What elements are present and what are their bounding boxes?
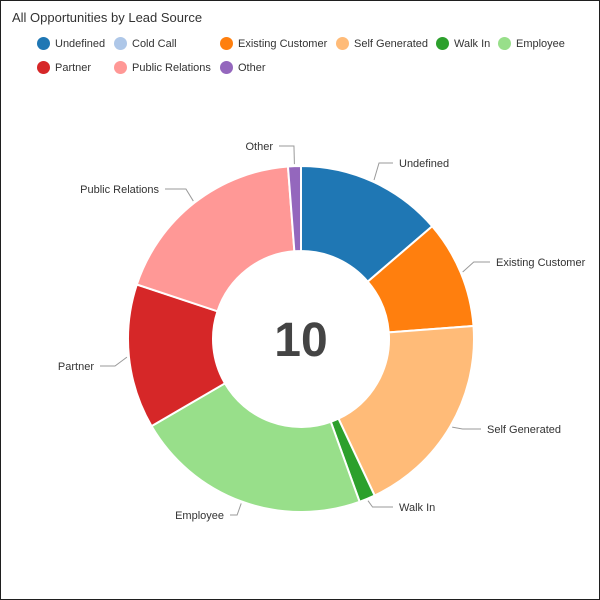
leader-line-partner — [100, 356, 128, 367]
slice-label-other: Other — [245, 141, 273, 153]
legend-swatch — [220, 37, 233, 50]
slice-label-existing-customer: Existing Customer — [496, 257, 586, 269]
legend-label: Employee — [516, 37, 565, 50]
slice-label-public-relations: Public Relations — [80, 184, 159, 196]
legend-label: Undefined — [55, 37, 106, 50]
legend-item-employee[interactable]: Employee — [498, 37, 565, 50]
leader-line-existing-customer — [462, 261, 490, 273]
legend-swatch — [37, 37, 50, 50]
legend: Undefined Cold Call Existing Customer Self … — [1, 1, 600, 91]
legend-label: Other — [238, 61, 266, 74]
legend-item-partner[interactable]: Partner — [37, 61, 91, 74]
leader-line-self-generated — [452, 426, 481, 430]
leader-line-walk-in — [367, 500, 393, 508]
slice-employee[interactable] — [150, 381, 361, 513]
legend-item-existing-customer[interactable]: Existing Customer — [220, 37, 327, 50]
legend-label: Self Generated — [354, 37, 428, 50]
leader-line-undefined — [373, 162, 393, 181]
legend-swatch — [336, 37, 349, 50]
leader-line-other — [279, 145, 295, 165]
legend-swatch — [114, 61, 127, 74]
slice-label-employee: Employee — [175, 510, 224, 522]
legend-swatch — [114, 37, 127, 50]
legend-swatch — [436, 37, 449, 50]
legend-item-walk-in[interactable]: Walk In — [436, 37, 490, 50]
slice-label-walk-in: Walk In — [399, 502, 435, 514]
slice-label-self-generated: Self Generated — [487, 424, 561, 436]
chart-title: All Opportunities by Lead Source — [12, 10, 203, 25]
slice-public-relations[interactable] — [135, 165, 296, 313]
legend-label: Cold Call — [132, 37, 177, 50]
legend-item-undefined[interactable]: Undefined — [37, 37, 105, 50]
legend-label: Walk In — [454, 37, 491, 50]
slice-self-generated[interactable] — [337, 324, 475, 497]
legend-swatch — [498, 37, 511, 50]
legend-label: Partner — [55, 61, 92, 74]
leader-line-public-relations — [165, 188, 194, 202]
slice-other[interactable] — [286, 164, 302, 253]
legend-item-cold-call[interactable]: Cold Call — [114, 37, 177, 50]
legend-label: Public Relations — [132, 61, 211, 74]
legend-item-self-generated[interactable]: Self Generated — [336, 37, 428, 50]
legend-swatch — [37, 61, 50, 74]
legend-label: Existing Customer — [238, 37, 328, 50]
leader-line-employee — [230, 503, 242, 516]
legend-swatch — [220, 61, 233, 74]
center-total: 10 — [274, 314, 327, 367]
slice-label-undefined: Undefined — [399, 158, 449, 170]
legend-item-other[interactable]: Other — [220, 61, 266, 74]
slice-label-partner: Partner — [58, 361, 94, 373]
legend-item-public-relations[interactable]: Public Relations — [114, 61, 211, 74]
